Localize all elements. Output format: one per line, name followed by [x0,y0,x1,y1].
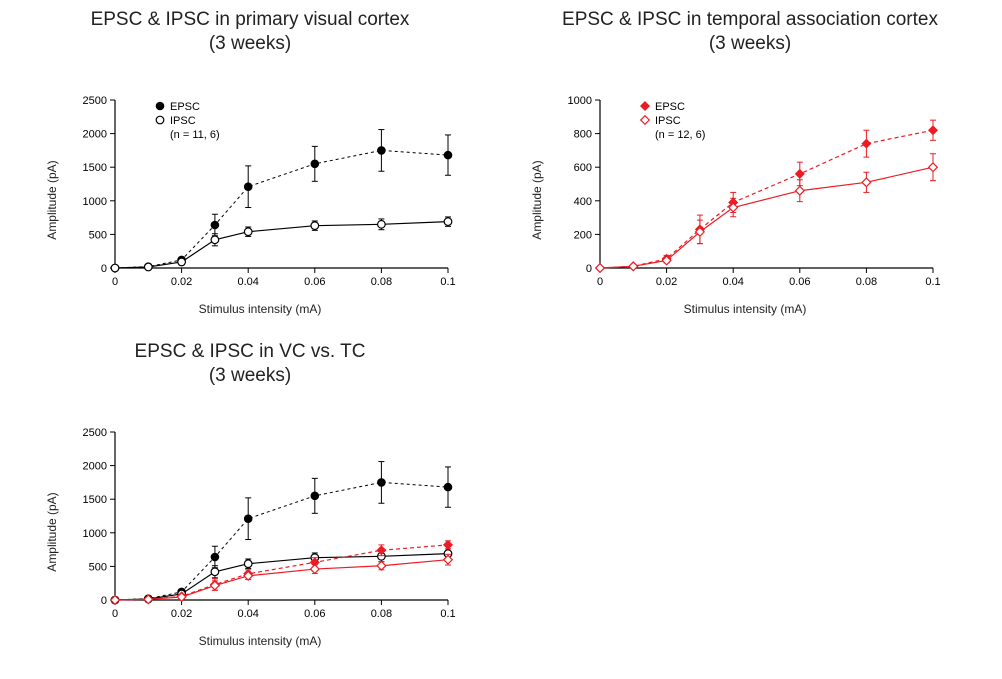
svg-text:0.02: 0.02 [656,276,677,288]
chart-both-svg: 0 0.02 0.04 0.06 0.08 0.1 0 500 1000 1500 2000 2500 [60,422,460,642]
panel-vc-title: EPSC & IPSC in primary visual cortex (3 … [30,8,470,56]
chart-vc-xlabel: Stimulus intensity (mA) [199,302,322,316]
svg-text:(n = 11, 6): (n = 11, 6) [170,129,220,141]
svg-text:EPSC: EPSC [655,101,685,113]
panel-tc: EPSC & IPSC in temporal association cort… [520,8,980,62]
svg-text:2000: 2000 [83,129,107,141]
svg-text:800: 800 [574,129,592,141]
svg-text:600: 600 [574,162,592,174]
chart-tc: Amplitude (pA) 00.020.040.060.080.102004… [545,90,945,310]
svg-text:1500: 1500 [83,162,107,174]
svg-text:2500: 2500 [83,95,107,107]
svg-text:0: 0 [112,608,118,620]
svg-text:2500: 2500 [83,427,107,439]
panel-both-title: EPSC & IPSC in VC vs. TC (3 weeks) [50,340,450,388]
svg-text:1000: 1000 [83,196,107,208]
svg-text:0.06: 0.06 [304,276,325,288]
chart-tc-ylabel: Amplitude (pA) [530,160,544,239]
panel-both: EPSC & IPSC in VC vs. TC (3 weeks) [50,340,450,394]
svg-text:EPSC: EPSC [170,101,200,113]
svg-text:0.08: 0.08 [856,276,877,288]
svg-text:0.06: 0.06 [789,276,810,288]
chart-vc: Amplitude (pA) 00.020.040.060.080.105001… [60,90,460,310]
chart-both: Amplitude (pA) 00.020.040.060.080.105001… [60,422,460,642]
svg-text:1500: 1500 [83,494,107,506]
svg-text:400: 400 [574,196,592,208]
svg-text:0: 0 [112,276,118,288]
svg-text:0.1: 0.1 [440,276,455,288]
panel-vc: EPSC & IPSC in primary visual cortex (3 … [30,8,470,62]
svg-text:500: 500 [89,561,107,573]
svg-text:0.1: 0.1 [925,276,940,288]
svg-text:0.1: 0.1 [440,608,455,620]
panel-tc-title: EPSC & IPSC in temporal association cort… [520,8,980,56]
svg-text:0: 0 [101,595,107,607]
chart-tc-svg: 0 0.02 0.04 0.06 0.08 0.1 0 200 400 600 800 1000 EPS… [545,90,945,310]
chart-both-ylabel: Amplitude (pA) [45,492,59,571]
svg-text:IPSC: IPSC [655,115,681,127]
svg-text:0: 0 [586,263,592,275]
svg-text:200: 200 [574,229,592,241]
svg-text:0.02: 0.02 [171,276,192,288]
svg-text:0.08: 0.08 [371,276,392,288]
svg-text:0.04: 0.04 [722,276,743,288]
svg-text:(n = 12, 6): (n = 12, 6) [655,129,705,141]
chart-vc-svg: 0 0.02 0.04 0.06 0.08 0.1 0 500 1000 1500 2000 2500… [60,90,460,310]
svg-text:0.04: 0.04 [237,276,258,288]
svg-text:2000: 2000 [83,461,107,473]
svg-text:0.02: 0.02 [171,608,192,620]
chart-vc-ylabel: Amplitude (pA) [45,160,59,239]
svg-text:0.08: 0.08 [371,608,392,620]
chart-tc-xlabel: Stimulus intensity (mA) [684,302,807,316]
svg-text:IPSC: IPSC [170,115,196,127]
svg-text:0.04: 0.04 [237,608,258,620]
svg-text:1000: 1000 [83,528,107,540]
svg-text:0: 0 [101,263,107,275]
svg-text:500: 500 [89,229,107,241]
chart-both-xlabel: Stimulus intensity (mA) [199,634,322,648]
figure-page: EPSC & IPSC in primary visual cortex (3 … [0,0,1002,679]
svg-text:1000: 1000 [568,95,592,107]
svg-text:0.06: 0.06 [304,608,325,620]
svg-text:0: 0 [597,276,603,288]
